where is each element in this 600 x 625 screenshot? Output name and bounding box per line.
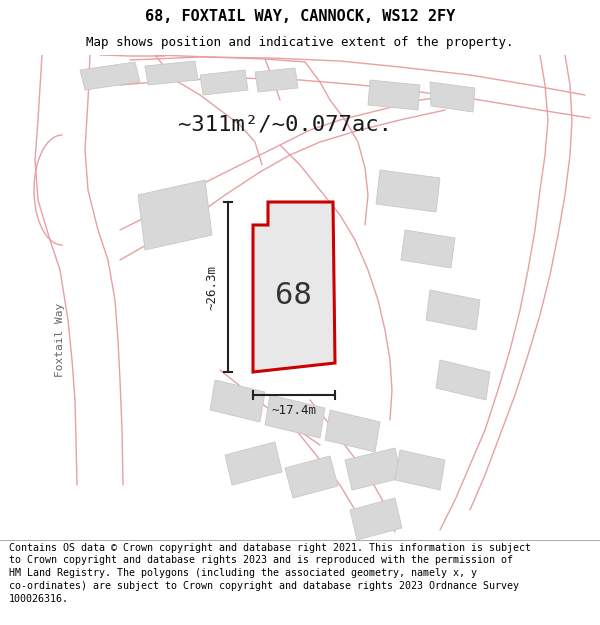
Text: ~26.3m: ~26.3m [205, 264, 218, 309]
Polygon shape [350, 498, 402, 540]
Polygon shape [401, 230, 455, 268]
Text: Map shows position and indicative extent of the property.: Map shows position and indicative extent… [86, 36, 514, 49]
Text: 68: 68 [275, 281, 311, 309]
Polygon shape [430, 82, 475, 112]
Polygon shape [255, 68, 298, 92]
Polygon shape [145, 61, 198, 85]
Text: ~17.4m: ~17.4m [271, 404, 317, 418]
Polygon shape [395, 450, 445, 490]
Polygon shape [376, 170, 440, 212]
Polygon shape [225, 442, 282, 485]
Polygon shape [368, 80, 420, 110]
Text: ~311m²/~0.077ac.: ~311m²/~0.077ac. [178, 115, 392, 135]
Polygon shape [200, 70, 248, 95]
Polygon shape [210, 380, 265, 422]
Polygon shape [345, 448, 402, 490]
Polygon shape [325, 410, 380, 452]
Text: Foxtail Way: Foxtail Way [55, 303, 65, 377]
Polygon shape [426, 290, 480, 330]
Polygon shape [265, 395, 325, 438]
Polygon shape [436, 360, 490, 400]
Text: 68, FOXTAIL WAY, CANNOCK, WS12 2FY: 68, FOXTAIL WAY, CANNOCK, WS12 2FY [145, 9, 455, 24]
Polygon shape [253, 202, 335, 372]
Polygon shape [80, 62, 140, 90]
Text: Contains OS data © Crown copyright and database right 2021. This information is : Contains OS data © Crown copyright and d… [9, 542, 531, 604]
Polygon shape [285, 456, 338, 498]
Polygon shape [138, 180, 212, 250]
